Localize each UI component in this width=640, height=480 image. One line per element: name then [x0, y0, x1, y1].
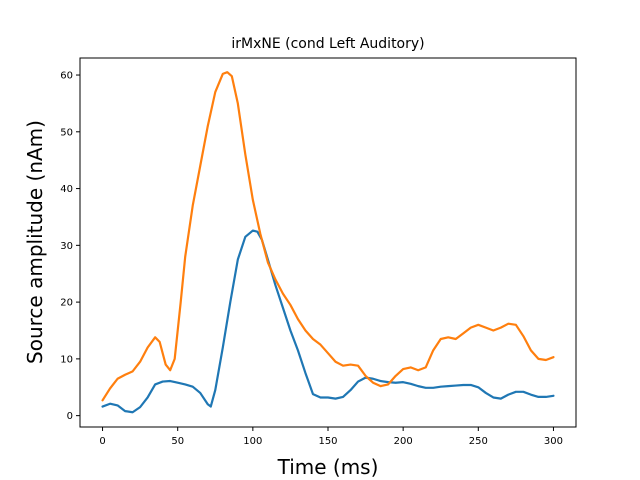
x-tick-label: 150: [318, 436, 337, 447]
y-tick-label: 30: [60, 241, 73, 252]
axis-ticks: 0 50 100 150 200 250 300 0 10 20 30 40 50 60: [60, 71, 563, 447]
y-tick-label: 50: [60, 127, 73, 138]
y-tick-label: 20: [60, 298, 73, 309]
series-line-2: [101, 71, 555, 402]
x-axis-label: Time (ms): [277, 455, 379, 479]
plot-area: [79, 57, 577, 428]
series-line-1: [101, 229, 555, 414]
y-tick-label: 40: [60, 184, 73, 195]
x-tick-label: 100: [243, 436, 262, 447]
chart-title: irMxNE (cond Left Auditory): [231, 36, 424, 52]
y-axis-label: Source amplitude (nAm): [23, 120, 47, 364]
x-tick-label: 200: [394, 436, 413, 447]
y-tick-label: 10: [60, 354, 73, 365]
x-tick-label: 0: [99, 436, 105, 447]
y-tick-label: 60: [60, 71, 73, 82]
plot-frame: [79, 57, 577, 428]
x-tick-label: 300: [544, 436, 563, 447]
x-tick-label: 250: [469, 436, 488, 447]
y-tick-label: 0: [67, 411, 73, 422]
x-tick-label: 50: [171, 436, 184, 447]
